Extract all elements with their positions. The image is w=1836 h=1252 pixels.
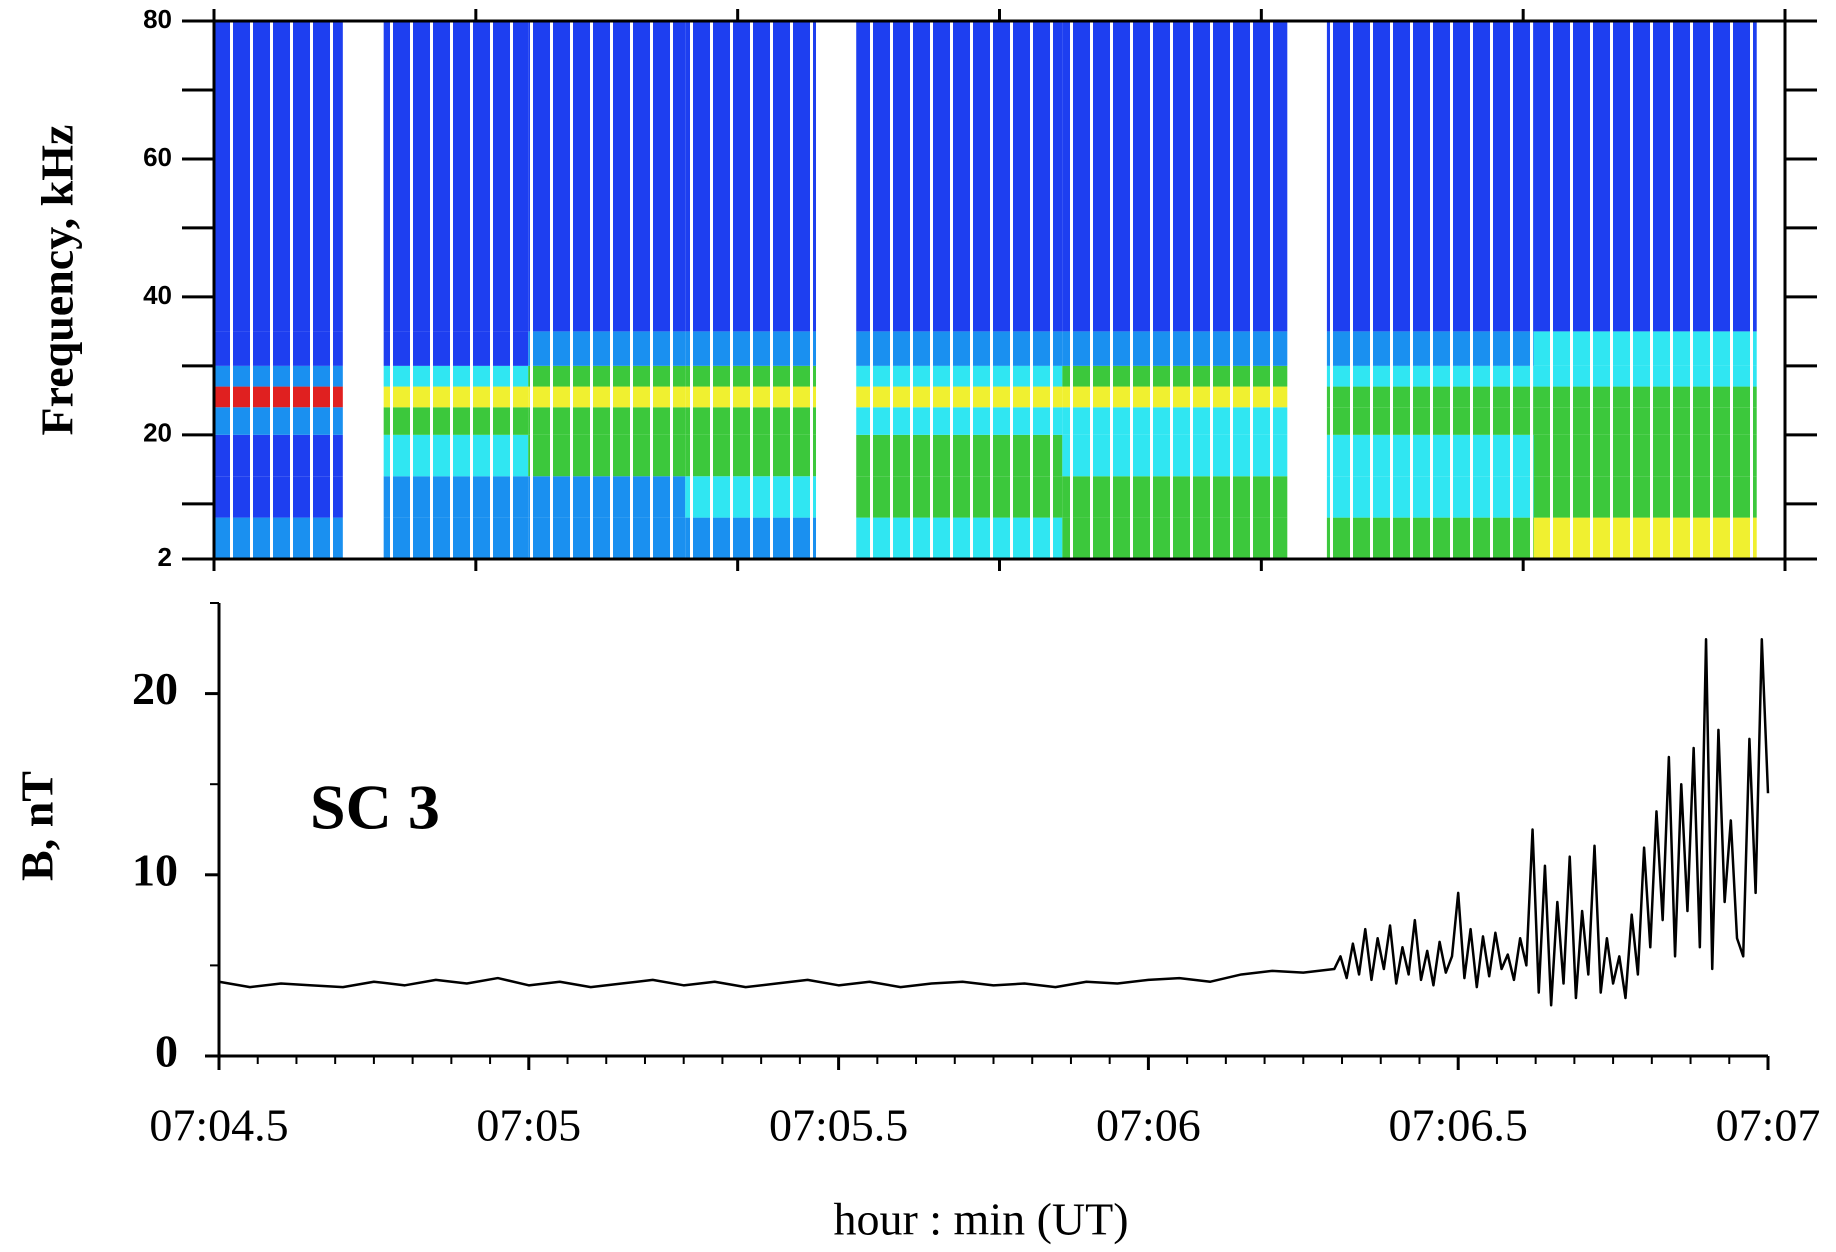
x-tick-label: 07:07 bbox=[1716, 1100, 1821, 1151]
y-tick-label: 20 bbox=[143, 418, 172, 448]
data-gap-stripes bbox=[214, 21, 1785, 559]
y-axis-label: Frequency, kHz bbox=[32, 125, 83, 436]
x-tick-label: 07:05 bbox=[476, 1100, 581, 1151]
x-tick-label: 07:04.5 bbox=[149, 1100, 288, 1151]
y-tick-label: 60 bbox=[143, 142, 172, 172]
data-line bbox=[218, 637, 1770, 1007]
x-tick-label: 07:06 bbox=[1096, 1100, 1201, 1151]
y-axis-label: B, nT bbox=[12, 771, 63, 881]
x-tick-label: 07:05.5 bbox=[769, 1100, 908, 1151]
field-panel: 07:04.5 07:05 07:05.5 07:06 07:06.5 07:07 0 10 2… bbox=[132, 602, 1821, 1151]
y-tick-label: 40 bbox=[143, 280, 172, 310]
spectrogram-panel: 2 20 40 60 80 bbox=[143, 4, 1817, 572]
x-axis-label: hour : min (UT) bbox=[833, 1194, 1128, 1245]
y-tick-label: 0 bbox=[155, 1026, 178, 1077]
y-tick-label: 2 bbox=[158, 542, 172, 572]
y-tick-label: 10 bbox=[132, 844, 178, 895]
x-tick-label: 07:06.5 bbox=[1389, 1100, 1528, 1151]
y-tick-label: 80 bbox=[143, 4, 172, 34]
y-tick-label: 20 bbox=[132, 663, 178, 714]
annotation: SC 3 bbox=[310, 772, 440, 843]
